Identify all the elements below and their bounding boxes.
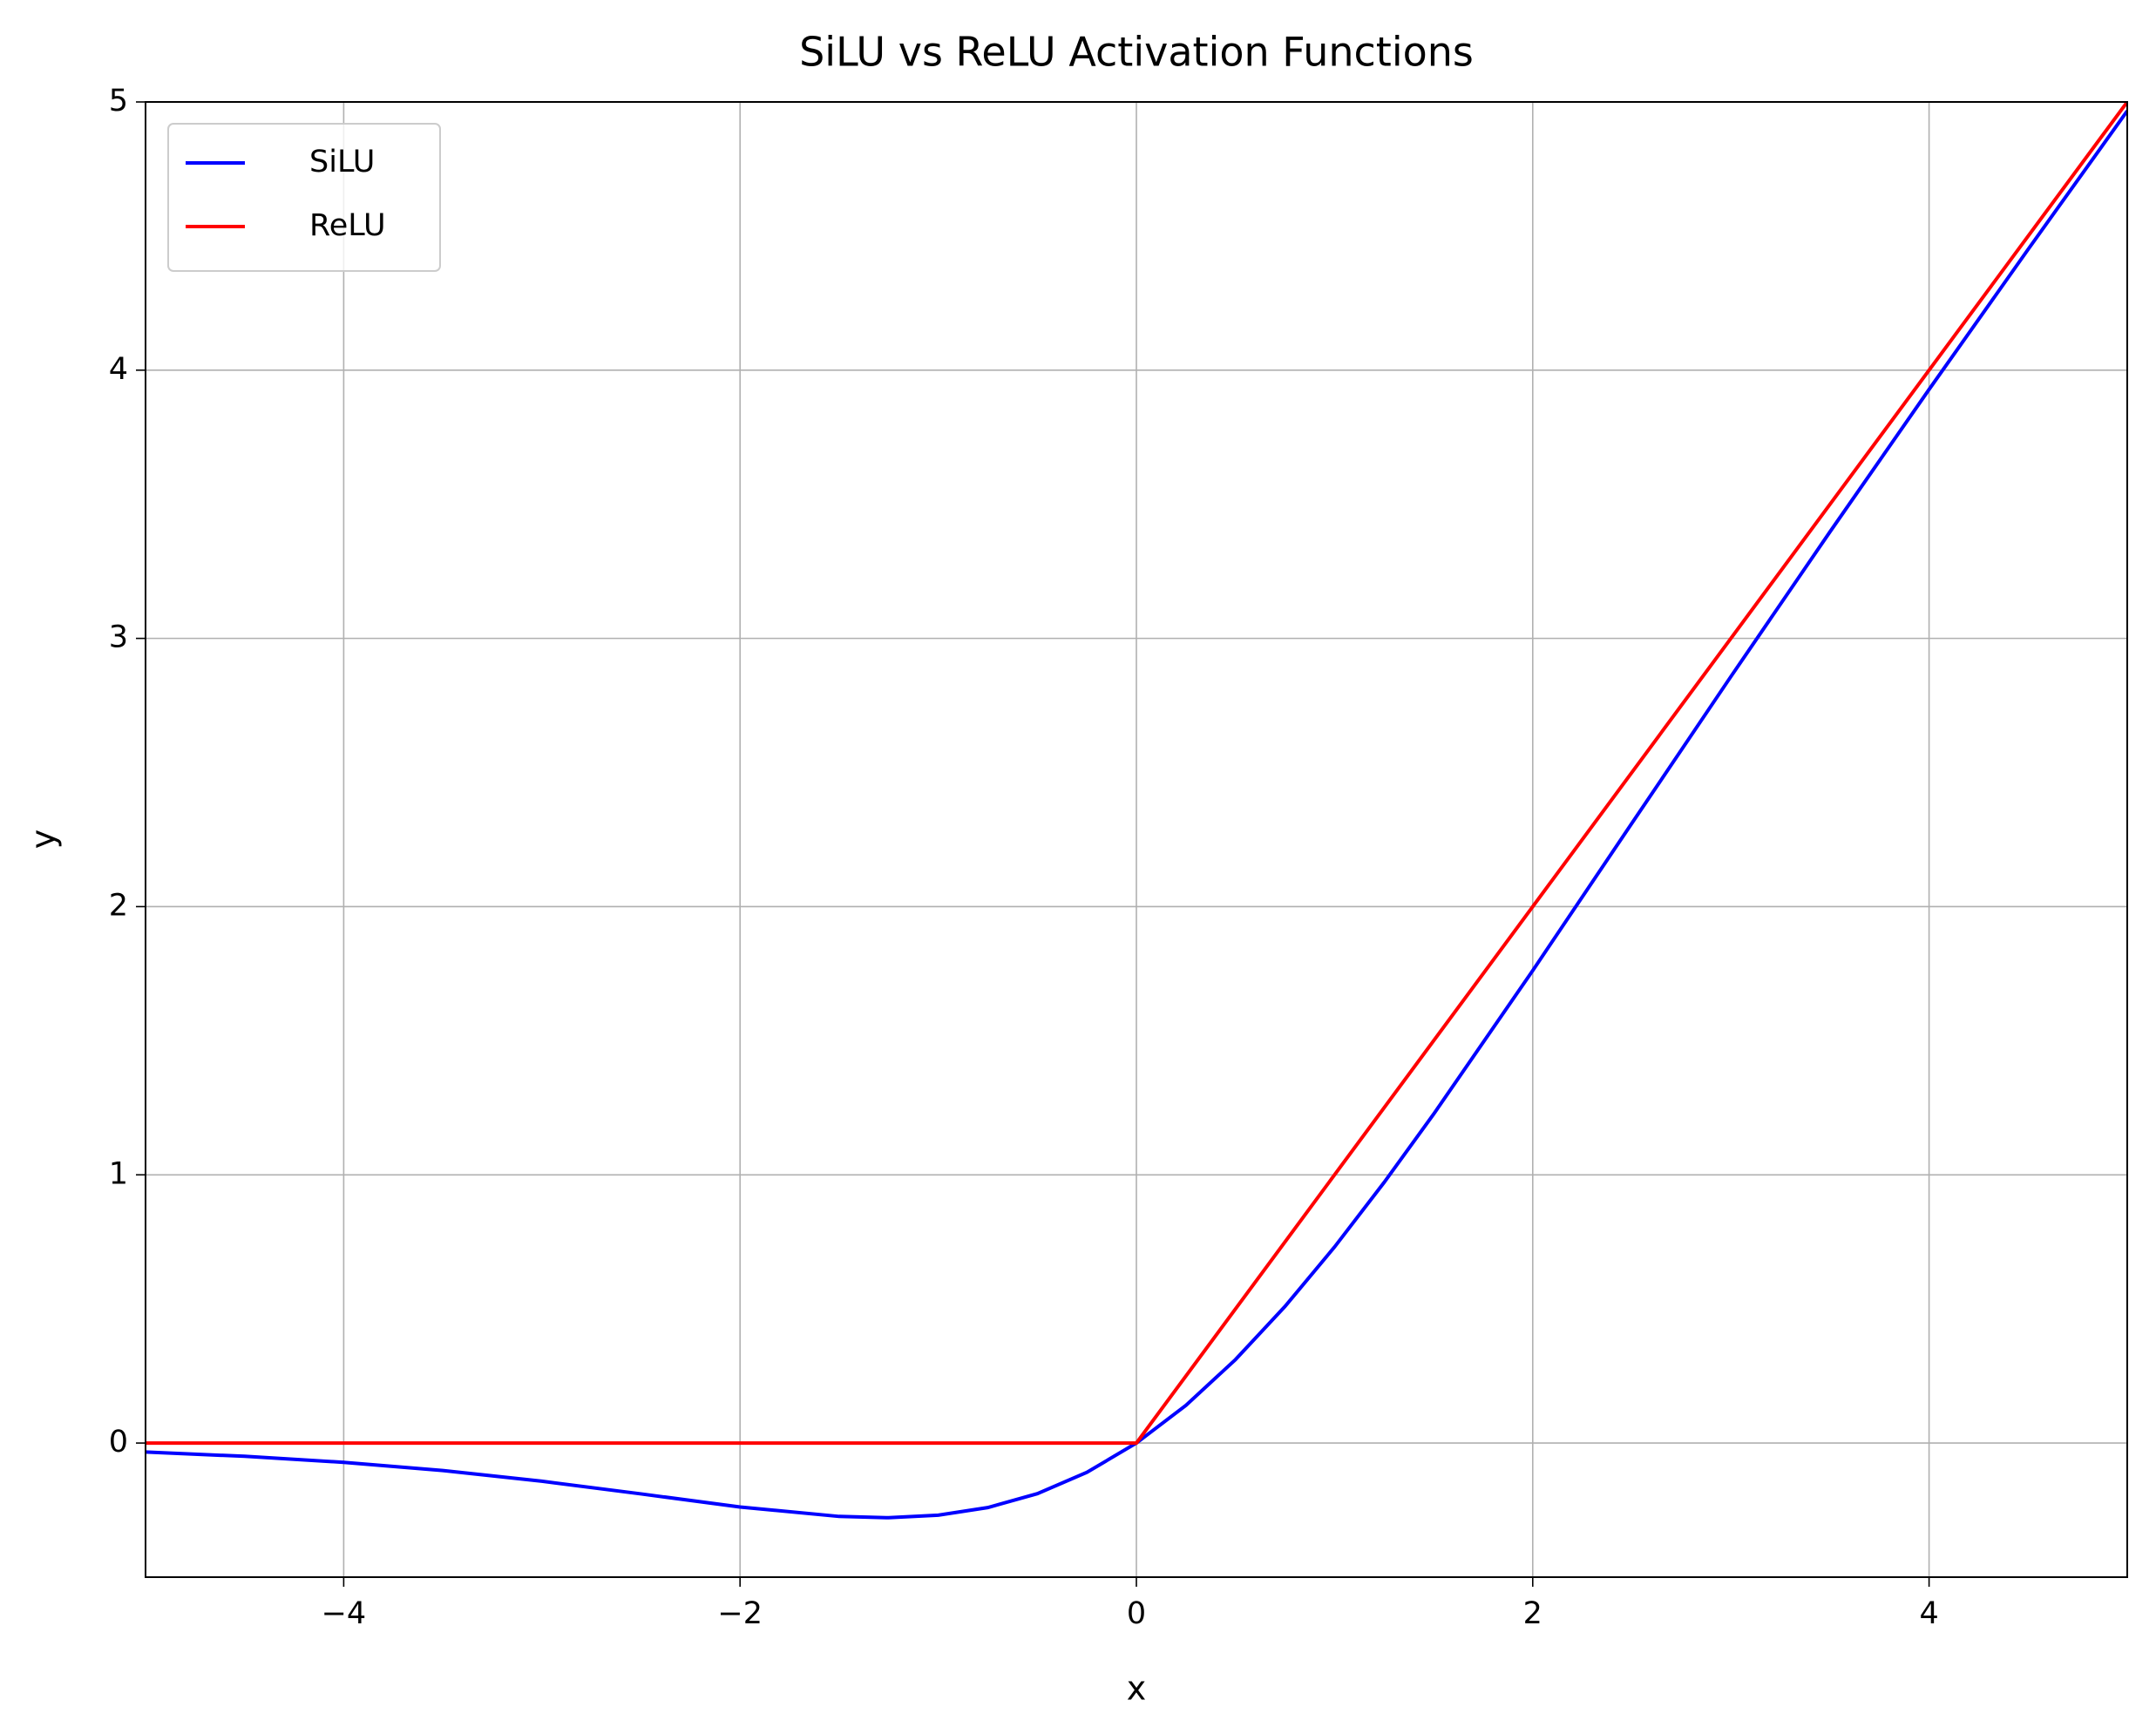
x-tick-label: −2 xyxy=(717,1596,763,1631)
y-tick-label: 3 xyxy=(109,620,128,655)
x-axis-label: x xyxy=(1127,1670,1147,1708)
x-tick-label: 2 xyxy=(1523,1596,1542,1631)
y-axis-label: y xyxy=(24,830,63,850)
y-tick-label: 4 xyxy=(109,352,128,387)
legend-label: SiLU xyxy=(309,145,375,179)
x-tick-label: −4 xyxy=(322,1596,367,1631)
series-line xyxy=(146,102,2127,1446)
x-tick-label: 0 xyxy=(1127,1596,1146,1631)
y-tick-label: 0 xyxy=(109,1425,128,1460)
y-tick-label: 1 xyxy=(109,1156,128,1191)
chart-title: SiLU vs ReLU Activation Functions xyxy=(799,29,1474,76)
x-tick-label: 4 xyxy=(1919,1596,1938,1631)
y-tick-label: 5 xyxy=(109,84,128,119)
plot-frame xyxy=(145,101,2128,1578)
legend-label: ReLU xyxy=(309,208,386,243)
y-tick-label: 2 xyxy=(109,888,128,923)
legend-box xyxy=(167,123,441,272)
